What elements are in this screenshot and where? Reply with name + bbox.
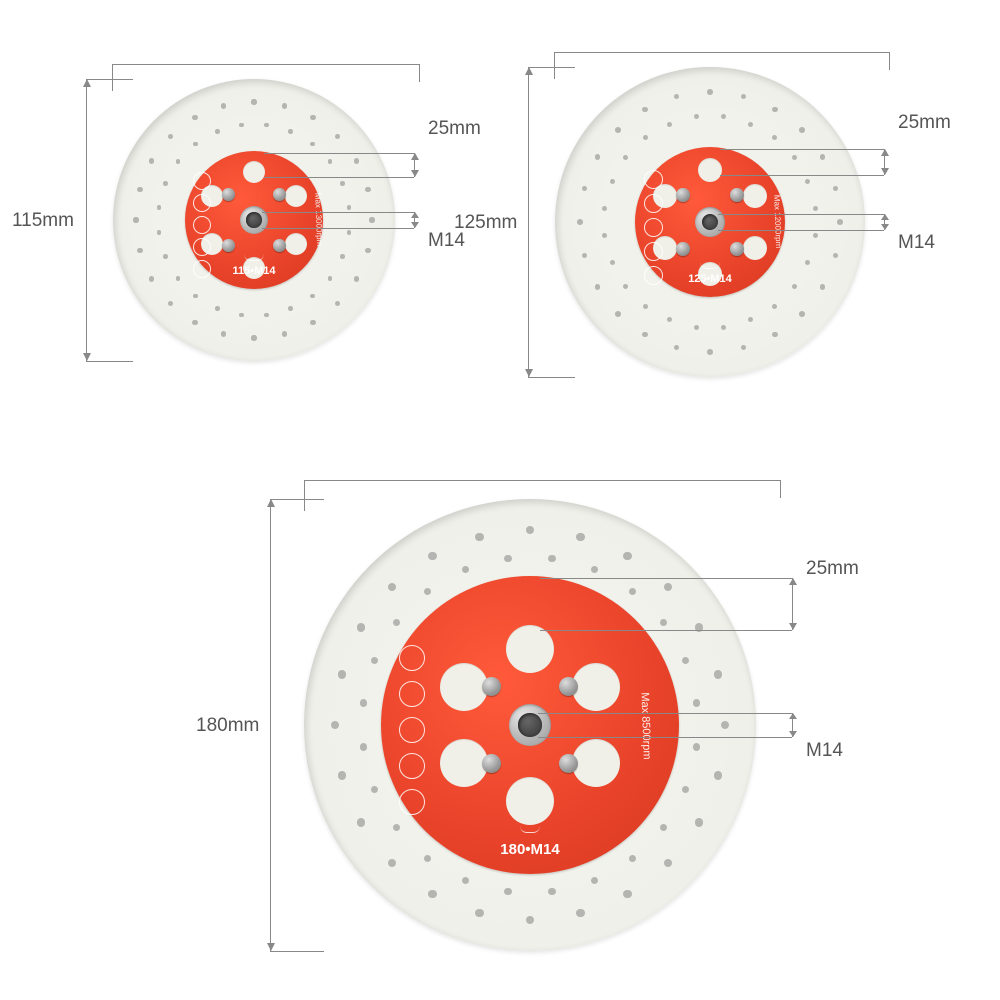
safety-icons	[399, 645, 425, 815]
safety-icon	[399, 789, 425, 815]
model-label: 180•M14	[490, 841, 570, 858]
safety-icon	[399, 717, 425, 743]
bore-label: 25mm	[806, 558, 859, 580]
screw	[559, 754, 578, 773]
hub-bore	[518, 713, 541, 736]
safety-icon	[399, 681, 425, 707]
screw	[559, 677, 578, 696]
disc-d180: 180•M14 Max 8500rpm 180mm 25mm M14	[0, 0, 1000, 1000]
safety-icon	[399, 645, 425, 671]
diameter-label: 180mm	[196, 715, 259, 737]
safety-icon	[399, 753, 425, 779]
screw	[482, 754, 501, 773]
thread-label: M14	[806, 740, 843, 762]
rpm-label: Max 8500rpm	[638, 692, 652, 760]
